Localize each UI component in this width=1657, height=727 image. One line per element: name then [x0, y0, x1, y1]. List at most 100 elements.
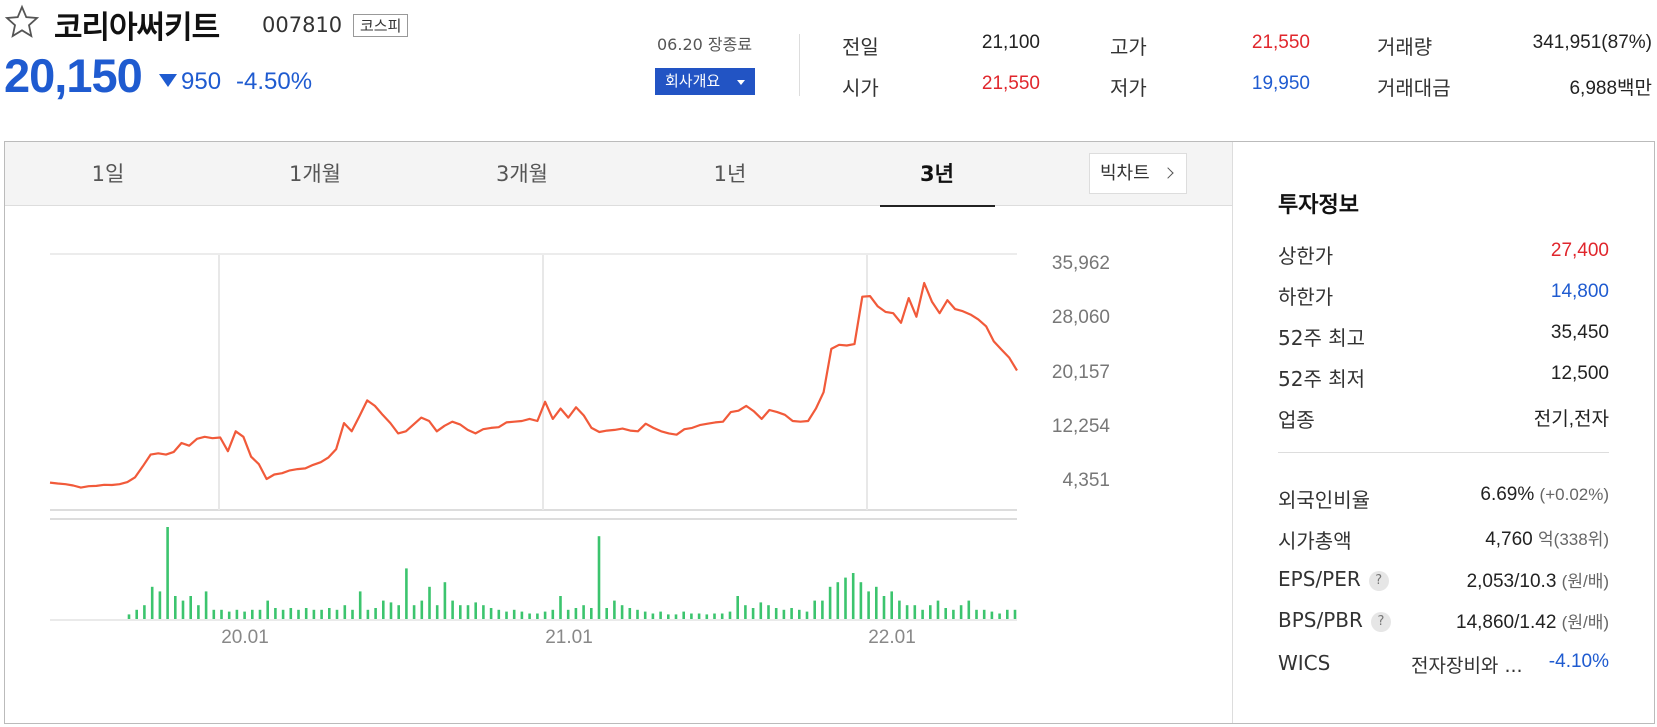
volume-bar — [590, 608, 593, 619]
volume-bar — [405, 568, 408, 619]
bps-pbr-value: 14,860/1.42 (원/배) — [1456, 608, 1609, 634]
company-overview-label: 회사개요 — [665, 72, 721, 90]
volume-bar — [582, 605, 585, 619]
volume-bar — [304, 608, 308, 619]
volume-bar — [512, 609, 516, 619]
52w-high-label: 52주 최고 — [1278, 326, 1366, 350]
volume-bar — [420, 600, 424, 619]
volume-bar — [312, 609, 316, 619]
volume-bar — [597, 536, 601, 619]
volume-bar — [197, 605, 200, 619]
volume-bar — [435, 605, 439, 619]
chart-panel — [4, 141, 1655, 724]
wics-sector[interactable]: 전자장비와 ... — [1411, 655, 1523, 677]
volume-bar — [697, 613, 701, 619]
volume-bar — [266, 600, 269, 619]
volume-bar — [443, 582, 447, 619]
volume-bar — [905, 605, 909, 619]
volume-value: 341,951(87%) — [1532, 32, 1652, 53]
volume-bar — [227, 611, 231, 619]
volume-bar — [528, 613, 531, 619]
volume-bar — [774, 608, 778, 619]
volume-bar — [397, 605, 400, 619]
volume-bar — [998, 613, 1001, 619]
volume-bar — [474, 602, 477, 619]
volume-bar — [859, 582, 863, 619]
bps-pbr-label: BPS/PBR — [1278, 608, 1363, 632]
volume-bar — [358, 591, 362, 619]
big-chart-button[interactable]: 빅차트 — [1089, 153, 1187, 194]
period-tab-bar — [5, 142, 1232, 206]
change-percent: -4.50% — [236, 68, 313, 95]
y-tick-label: 12,254 — [1052, 416, 1111, 437]
volume-bar — [335, 609, 339, 619]
volume-bar — [713, 613, 716, 619]
tab-1-day[interactable]: 1일 — [91, 162, 125, 186]
volume-bar — [166, 527, 169, 619]
low-value: 19,950 — [1251, 73, 1310, 94]
company-overview-button[interactable]: 회사개요 — [655, 68, 755, 95]
x-tick-label: 20.01 — [221, 627, 269, 648]
tab-3-years[interactable]: 3년 — [920, 162, 954, 186]
big-chart-label: 빅차트 — [1100, 163, 1150, 184]
x-tick-label: 22.01 — [868, 627, 916, 648]
volume-bar — [243, 611, 246, 619]
upper-limit-value: 27,400 — [1550, 240, 1609, 261]
eps-per-value: 2,053/10.3 (원/배) — [1467, 567, 1609, 593]
price-chart[interactable]: 35,962 28,060 20,157 12,254 4,351 20.01 21.01… — [5, 207, 1231, 722]
volume-bar — [135, 609, 138, 619]
eps-per-label: EPS/PER — [1278, 567, 1361, 591]
volume-bar — [605, 608, 608, 619]
tab-1-year[interactable]: 1년 — [713, 162, 747, 186]
change-amount: 950 — [181, 68, 222, 95]
tab-1-month[interactable]: 1개월 — [288, 162, 341, 186]
volume-bar — [551, 609, 555, 619]
bps-pbr-label-row: BPS/PBR? — [1278, 608, 1391, 632]
header-divider — [799, 34, 800, 96]
volume-bar — [898, 600, 901, 619]
caret-down-icon — [737, 80, 745, 85]
volume-bar — [651, 613, 655, 619]
volume-bar — [705, 614, 709, 619]
volume-bar — [921, 609, 924, 619]
volume-bar — [574, 608, 578, 619]
help-icon[interactable]: ? — [1370, 612, 1391, 632]
volume-bar — [982, 609, 986, 619]
volume-bar — [382, 600, 385, 619]
volume-bar — [767, 605, 770, 619]
y-tick-label: 4,351 — [1062, 470, 1110, 491]
volume-bar — [143, 605, 146, 619]
side-panel-divider — [1232, 142, 1233, 723]
help-icon[interactable]: ? — [1368, 571, 1389, 591]
volume-bar — [412, 605, 416, 619]
lower-limit-label: 하한가 — [1278, 285, 1334, 309]
volume-bar — [851, 573, 855, 619]
favorite-star-icon[interactable] — [4, 4, 40, 40]
stock-code: 007810 — [262, 13, 343, 37]
volume-bar — [821, 600, 824, 619]
volume-bar — [536, 613, 539, 619]
volume-bar — [328, 608, 331, 619]
volume-bar — [744, 605, 747, 619]
volume-bar — [913, 605, 917, 619]
market-cap-number: 4,760 — [1485, 529, 1533, 550]
volume-bar — [281, 609, 285, 619]
volume-bar — [828, 586, 832, 619]
high-value: 21,550 — [1251, 32, 1310, 53]
volume-bar — [174, 596, 177, 619]
volume-bar — [220, 609, 223, 619]
info-divider — [1278, 452, 1609, 453]
price-line — [49, 281, 1018, 489]
market-cap-rank: (338위) — [1553, 530, 1609, 549]
52w-low-value: 12,500 — [1550, 363, 1609, 384]
volume-bar — [320, 609, 323, 619]
prev-close-value: 21,100 — [981, 32, 1040, 53]
volume-bar — [482, 605, 485, 619]
open-value: 21,550 — [981, 73, 1040, 94]
tab-3-months[interactable]: 3개월 — [495, 162, 548, 186]
volume-bar — [628, 608, 632, 619]
volume-bar — [959, 605, 963, 619]
volume-bar — [813, 600, 816, 619]
volume-bar — [497, 609, 501, 619]
volume-bar — [428, 586, 431, 619]
